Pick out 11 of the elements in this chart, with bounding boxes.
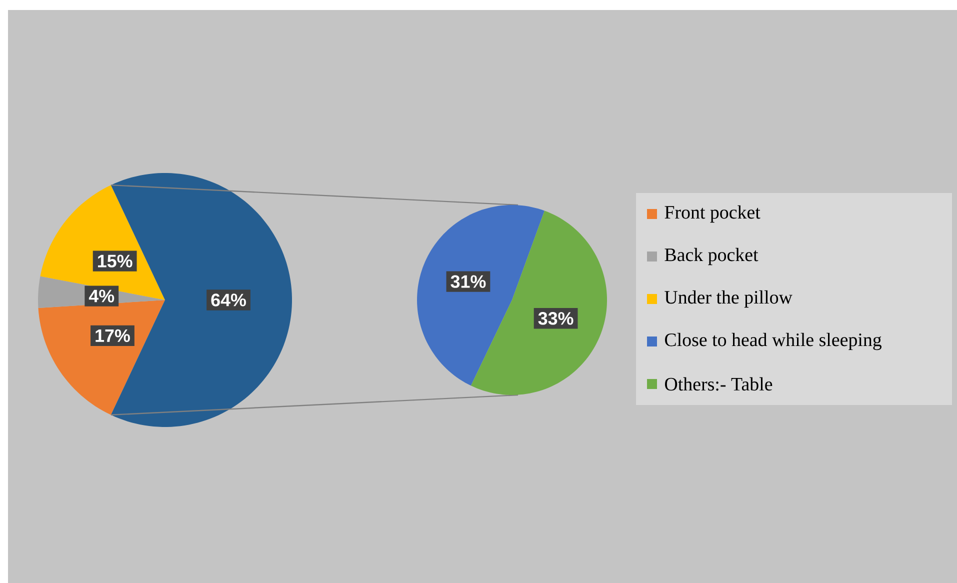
- data-label: 4%: [88, 290, 114, 302]
- data-label: 33%: [538, 312, 574, 325]
- data-label: 31%: [450, 275, 486, 288]
- data-label: 15%: [98, 254, 132, 268]
- legend-label: Close to head while sleeping: [664, 332, 882, 350]
- legend-label: Back pocket: [664, 248, 758, 266]
- data-label: 17%: [96, 329, 130, 342]
- legend-label: Others:- Table: [664, 377, 772, 391]
- data-label: 64%: [211, 294, 246, 306]
- legend-label: Front pocket: [664, 205, 760, 223]
- legend-label: Under the pillow: [664, 290, 792, 308]
